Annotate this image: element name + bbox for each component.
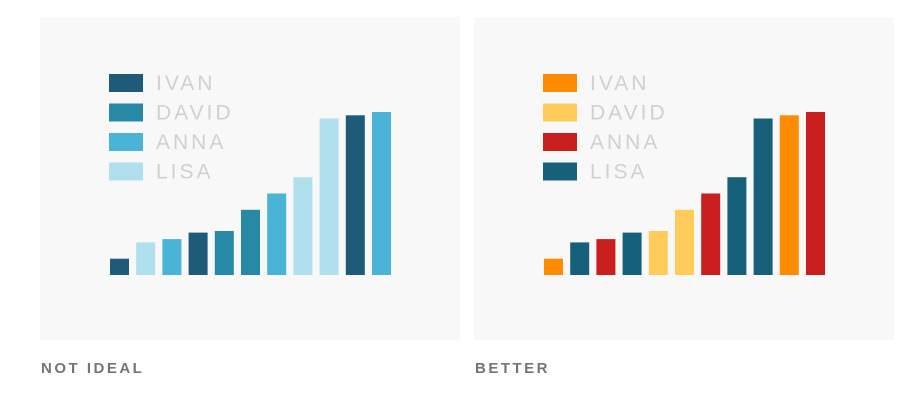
bar-6-david (241, 209, 260, 275)
chart-panel-not-ideal: IVAN DAVID ANNA LISA (40, 17, 460, 340)
legend-swatch-anna (543, 133, 577, 151)
bar-chart-not-ideal: IVAN DAVID ANNA LISA (109, 72, 391, 275)
bar-2-lisa (570, 242, 590, 275)
legend-swatch-anna (109, 133, 143, 151)
legend-swatch-lisa (543, 162, 577, 181)
bar-4-lisa (622, 232, 642, 275)
legend-label-david: DAVID (590, 102, 668, 125)
bar-6-david (675, 209, 694, 275)
bar-8-lisa (293, 177, 313, 275)
caption-better: BETTER (475, 360, 550, 377)
legend-swatch-ivan (109, 74, 143, 92)
bar-9-lisa (753, 118, 773, 275)
bar-1-ivan (110, 258, 129, 275)
bar-11-anna (806, 112, 825, 275)
bar-5-david (214, 231, 234, 275)
bar-10-ivan (345, 115, 365, 275)
legend-label-lisa: LISA (590, 161, 648, 184)
chart-panel-better: IVAN DAVID ANNA LISA (474, 17, 894, 340)
bar-11-anna (372, 112, 391, 275)
bar-5-david (648, 231, 668, 275)
legend-label-ivan: IVAN (156, 72, 215, 95)
bar-7-anna (267, 193, 287, 275)
legend-label-lisa: LISA (156, 161, 214, 184)
bar-4-ivan (188, 232, 208, 275)
legend-swatch-david (109, 103, 143, 122)
legend-swatch-ivan (543, 74, 577, 92)
bar-7-anna (701, 193, 721, 275)
caption-not-ideal: NOT IDEAL (41, 360, 145, 377)
legend-swatch-david (543, 103, 577, 122)
bar-8-lisa (727, 177, 747, 275)
bar-9-lisa (319, 118, 339, 275)
legend-label-ivan: IVAN (590, 72, 649, 95)
bar-10-ivan (779, 115, 799, 275)
bar-1-ivan (544, 258, 563, 275)
bar-3-anna (596, 239, 616, 275)
legend-label-anna: ANNA (590, 131, 660, 154)
legend-label-anna: ANNA (156, 131, 226, 154)
legend-label-david: DAVID (156, 102, 234, 125)
bar-3-anna (162, 239, 182, 275)
legend-swatch-lisa (109, 162, 143, 181)
bar-2-lisa (136, 242, 156, 275)
bar-chart-better: IVAN DAVID ANNA LISA (543, 72, 825, 275)
